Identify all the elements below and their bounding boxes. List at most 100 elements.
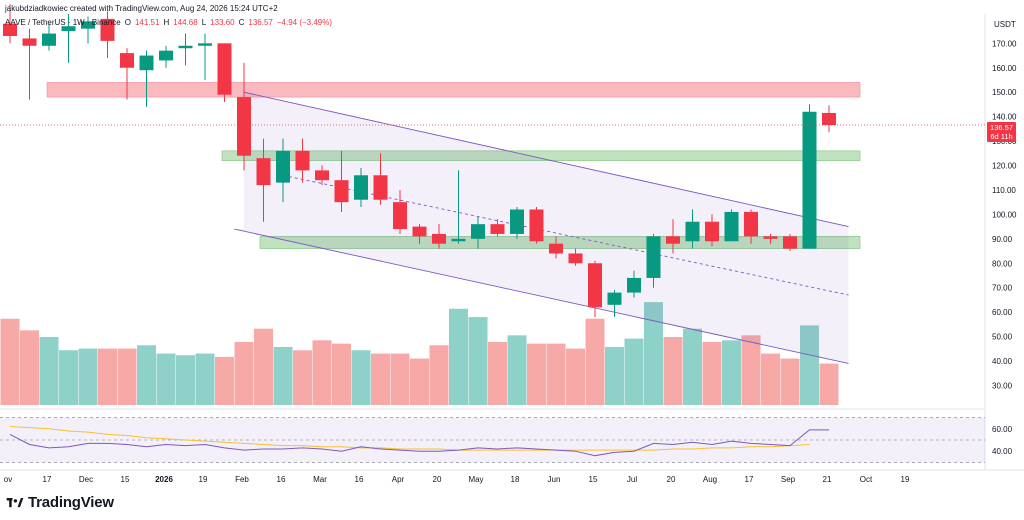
volume-bar (234, 341, 254, 405)
time-tick-label: 19 (901, 475, 910, 484)
candle-body (685, 221, 700, 242)
volume-bar (78, 348, 98, 405)
price-tick-label: 50.00 (992, 333, 1013, 342)
candle-body (178, 45, 193, 49)
candle-body (159, 50, 173, 61)
candle-body (100, 18, 115, 41)
volume-bar (351, 350, 371, 405)
time-tick-label: 17 (43, 475, 52, 484)
high-label: H (163, 18, 170, 27)
volume-bar (819, 363, 839, 405)
open-value: 141.51 (134, 18, 160, 27)
candle-body (451, 238, 466, 242)
volume-bar (137, 345, 156, 405)
time-tick-label: Jul (627, 475, 637, 484)
support-zone (221, 150, 861, 161)
volume-bar (117, 348, 137, 405)
candle-body (802, 111, 817, 249)
time-tick-label: 15 (589, 475, 598, 484)
candle-body (744, 211, 758, 237)
candle-body (81, 21, 95, 29)
volume-bar (449, 308, 468, 405)
tradingview-logo-icon (6, 497, 24, 507)
candle-body (139, 55, 154, 71)
candle-body (295, 150, 310, 171)
volume-bar (254, 328, 273, 405)
price-tick-label: 120.00 (992, 162, 1017, 171)
volume-bar (624, 338, 644, 405)
time-tick-label: Dec (79, 475, 93, 484)
volume-bar (585, 318, 605, 405)
volume-bar (780, 358, 800, 405)
candle-body (705, 221, 719, 242)
time-tick-label: Oct (860, 475, 873, 484)
candle-body (315, 170, 329, 181)
volume-bar (683, 328, 702, 405)
candle-body (217, 43, 232, 95)
time-tick-label: ov (4, 475, 12, 484)
volume-bar (390, 353, 410, 405)
volume-bar (527, 343, 546, 405)
low-label: L (201, 18, 207, 27)
candle-body (256, 158, 271, 186)
volume-bar (176, 355, 195, 405)
price-tick-label: 70.00 (992, 284, 1013, 293)
price-unit: USDT (994, 20, 1016, 29)
price-tick-label: 170.00 (992, 39, 1017, 48)
volume-bar (507, 335, 527, 405)
rsi-tick-label: 60.00 (992, 425, 1013, 434)
volume-bar (273, 346, 293, 405)
candle-body (432, 233, 446, 244)
rsi-line (9, 429, 829, 457)
channel-lower-line (234, 228, 849, 364)
time-tick-label: Aug (703, 475, 717, 484)
volume-bar (293, 350, 312, 405)
candle-body (22, 38, 37, 46)
candle-body (724, 211, 739, 242)
time-tick-label: May (468, 475, 483, 484)
symbol-label: AAVE / TetherUS · 1W · Binance (5, 18, 121, 27)
candle-body (471, 224, 485, 239)
volume-bar (800, 325, 819, 405)
time-tick-label: Feb (235, 475, 249, 484)
time-tick-label: Jun (548, 475, 561, 484)
close-label: C (238, 18, 245, 27)
candle-body (607, 292, 622, 305)
volume-bar (332, 343, 351, 405)
candle-body (783, 236, 797, 249)
candle-body (42, 33, 56, 46)
credit-line: jakubdziadkowiec created with TradingVie… (5, 4, 278, 13)
volume-bar (20, 330, 39, 405)
candle-body (120, 53, 134, 68)
resistance-zone (46, 82, 861, 98)
volume-bar (59, 350, 78, 405)
candle-body (373, 175, 388, 200)
candle-body (568, 253, 583, 264)
volume-bar (663, 336, 683, 405)
time-tick-label: 2026 (155, 475, 173, 484)
price-tick-label: 160.00 (992, 64, 1017, 73)
price-tick-label: 150.00 (992, 88, 1017, 97)
volume-bar (761, 353, 780, 405)
candle-body (412, 226, 427, 237)
time-tick-label: Mar (313, 475, 327, 484)
high-value: 144.68 (173, 18, 198, 27)
price-tick-label: 80.00 (992, 259, 1013, 268)
volume-bar (468, 317, 488, 405)
volume-bar (0, 318, 20, 405)
candle-body (763, 236, 778, 239)
price-tick-label: 140.00 (992, 113, 1017, 122)
time-tick-label: 20 (667, 475, 676, 484)
volume-bar (605, 346, 624, 405)
channel-upper-line (243, 91, 849, 228)
time-tick-label: 18 (511, 475, 520, 484)
candle-body (354, 175, 368, 200)
time-tick-label: Apr (392, 475, 405, 484)
time-tick-label: 16 (277, 475, 286, 484)
volume-bar (215, 356, 234, 405)
volume-bar (156, 353, 176, 405)
candle-body (549, 243, 563, 254)
tradingview-logo[interactable]: TradingView (6, 494, 114, 511)
price-tick-label: 30.00 (992, 381, 1013, 390)
